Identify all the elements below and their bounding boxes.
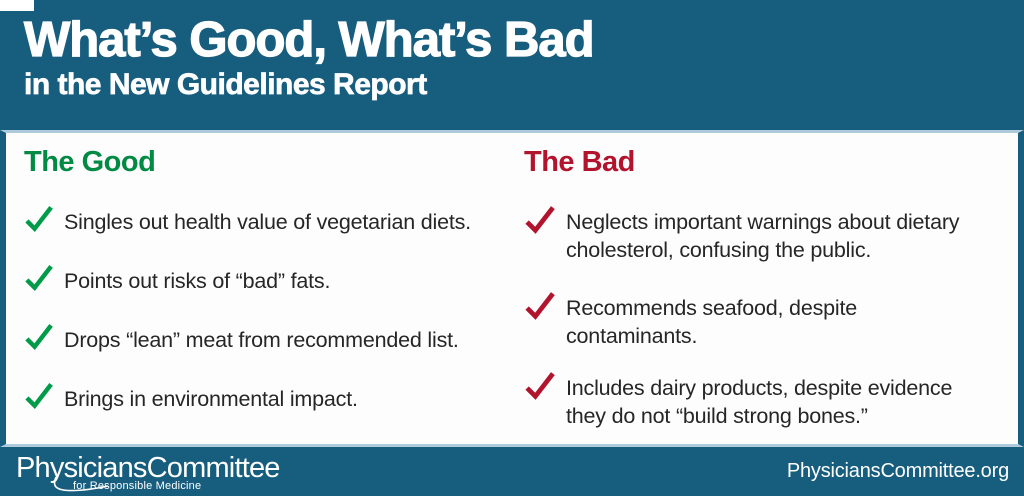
list-item-line: Includes dairy products, despite evidenc… (566, 376, 953, 400)
content-area: The Good Singles out health value of veg… (0, 130, 1024, 447)
list-item-line: Recommends seafood, despite (566, 296, 857, 320)
good-heading: The Good (24, 146, 156, 178)
logo-tagline: for Responsible Medicine (73, 479, 202, 492)
list-item-label: Drops “lean” meat from recommended list. (64, 328, 459, 352)
green-checkmark-icon (24, 205, 54, 238)
website-url: PhysiciansCommittee.org (786, 460, 1009, 482)
bad-heading: The Bad (524, 146, 635, 178)
list-item-line: Neglects important warnings about dietar… (566, 210, 960, 234)
list-item-label: Points out risks of “bad” fats. (64, 269, 331, 293)
list-item-label: Singles out health value of vegetarian d… (64, 210, 471, 234)
list-item: Singles out health value of vegetarian d… (24, 205, 512, 238)
logo-wordmark: PhysiciansCommittee (16, 451, 280, 484)
green-checkmark-icon (24, 264, 54, 297)
list-item-label: Brings in environmental impact. (64, 387, 358, 411)
list-item-line: they do not “build strong bones.” (566, 404, 868, 428)
list-item: Neglects important warnings about dietar… (524, 205, 1018, 264)
list-item-label: Recommends seafood, despite contaminants… (566, 294, 857, 350)
green-checkmark-icon (24, 323, 54, 356)
bad-column: The Bad Neglects important warnings abou… (512, 133, 1018, 444)
poster-subtitle: in the New Guidelines Report (24, 68, 428, 102)
list-item: Points out risks of “bad” fats. (24, 264, 512, 297)
list-item: Includes dairy products, despite evidenc… (524, 371, 1018, 430)
list-item: Brings in environmental impact. (24, 382, 512, 415)
physicians-committee-logo: PhysiciansCommittee for Responsible Medi… (16, 452, 280, 492)
list-item: Recommends seafood, despite contaminants… (524, 291, 1018, 350)
list-item-label: Neglects important warnings about dietar… (566, 208, 960, 264)
red-checkmark-icon (524, 291, 556, 326)
logo-swoosh-icon (53, 476, 109, 491)
poster-title: What’s Good, What’s Bad (23, 13, 595, 67)
footer-bar: PhysiciansCommittee for Responsible Medi… (0, 447, 1024, 496)
list-item-line: cholesterol, confusing the public. (566, 238, 872, 262)
red-checkmark-icon (524, 205, 556, 240)
header-banner: What’s Good, What’s Bad in the New Guide… (0, 0, 1024, 130)
list-item-line: contaminants. (566, 324, 698, 348)
green-checkmark-icon (24, 382, 54, 415)
red-checkmark-icon (524, 371, 556, 406)
list-item-label: Includes dairy products, despite evidenc… (566, 374, 952, 430)
good-column: The Good Singles out health value of veg… (6, 133, 512, 444)
list-item: Drops “lean” meat from recommended list. (24, 323, 512, 356)
corner-notch (0, 0, 34, 11)
